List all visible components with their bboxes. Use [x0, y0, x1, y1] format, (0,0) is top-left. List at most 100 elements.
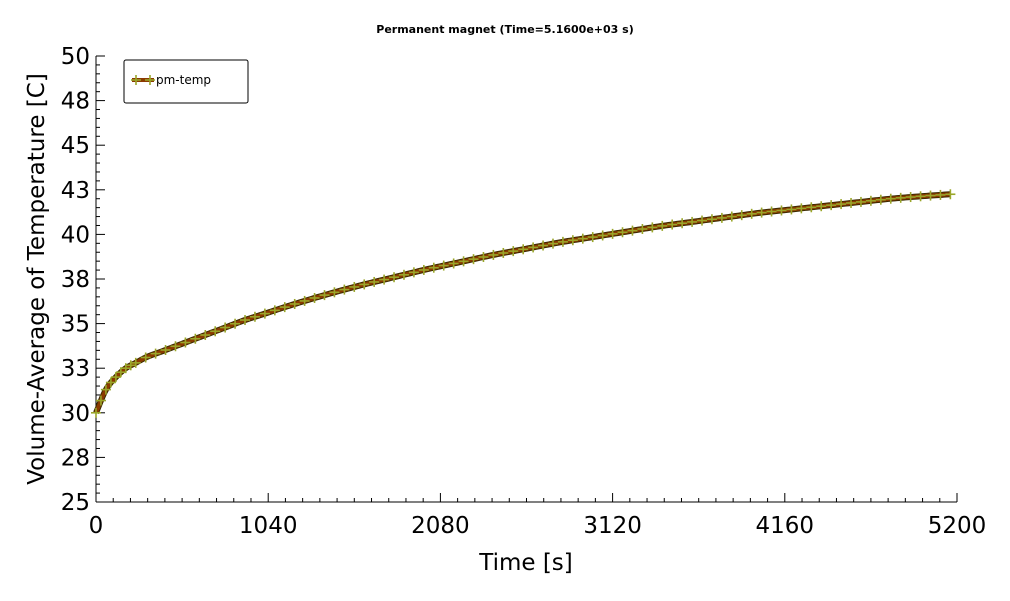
- series-point: [796, 203, 807, 214]
- series-point: [925, 190, 936, 201]
- ticks: [95, 55, 958, 503]
- y-tick-label: 40: [61, 222, 90, 248]
- series-point: [130, 357, 141, 368]
- series-point: [736, 210, 747, 221]
- series-point: [885, 193, 896, 204]
- series-point: [95, 395, 106, 406]
- series-point: [607, 228, 618, 239]
- series-point: [170, 341, 181, 352]
- series-point: [289, 298, 300, 309]
- series-point: [657, 220, 668, 231]
- series-point: [895, 192, 906, 203]
- series-point: [349, 281, 360, 292]
- x-tick-label: 3120: [583, 513, 642, 539]
- series-point: [230, 318, 241, 329]
- series-point: [408, 267, 419, 278]
- series-point: [597, 230, 608, 241]
- series-point: [766, 206, 777, 217]
- y-axis-label: Volume-Average of Temperature [C]: [24, 73, 50, 485]
- series-point: [458, 256, 469, 267]
- x-tick-labels: 0 1040 2080 3120 4160 5200: [89, 513, 987, 539]
- y-tick-label: 45: [61, 133, 90, 159]
- series-point: [249, 311, 260, 322]
- series-layer: [91, 189, 956, 418]
- series-point: [389, 272, 400, 283]
- series-point: [865, 195, 876, 206]
- series-point: [448, 258, 459, 269]
- series-line-pm-temp: [94, 192, 951, 414]
- series-point: [180, 337, 191, 348]
- series-point: [875, 194, 886, 205]
- y-tick-label: 25: [61, 490, 90, 516]
- series-point: [587, 232, 598, 243]
- legend: pm-temp: [123, 59, 249, 104]
- series-point: [776, 205, 787, 216]
- series-point: [667, 219, 678, 230]
- legend-marker: [145, 75, 155, 85]
- series-point: [220, 322, 231, 333]
- series-point: [140, 352, 151, 363]
- series-point: [855, 196, 866, 207]
- series-point: [279, 302, 290, 313]
- series-point: [687, 216, 698, 227]
- series-point: [756, 207, 767, 218]
- series-point: [935, 189, 946, 200]
- series-point: [379, 274, 390, 285]
- series-point: [557, 236, 568, 247]
- series-point: [359, 279, 370, 290]
- series-point: [786, 204, 797, 215]
- series-point: [697, 215, 708, 226]
- series-point: [339, 284, 350, 295]
- series-outline-pm-temp: [93, 191, 952, 414]
- series-point: [945, 189, 956, 200]
- series-point: [329, 287, 340, 298]
- series-point: [627, 225, 638, 236]
- series-point: [836, 199, 847, 210]
- axes: [95, 56, 957, 503]
- series-point: [240, 315, 251, 326]
- series-point: [577, 233, 588, 244]
- series-point: [567, 235, 578, 246]
- series-point: [528, 242, 539, 253]
- series-point: [438, 260, 449, 271]
- series-point: [816, 201, 827, 212]
- x-tick-label: 1040: [239, 513, 298, 539]
- series-point: [190, 333, 201, 344]
- x-tick-label: 0: [89, 513, 104, 539]
- y-tick-labels: 25 28 30 33 35 38 40 43 45 48 50: [61, 44, 90, 516]
- series-point: [200, 330, 211, 341]
- series-point: [547, 238, 558, 249]
- series-point: [269, 305, 280, 316]
- y-tick-label: 50: [61, 44, 90, 70]
- series-point: [150, 348, 161, 359]
- series-point: [488, 249, 499, 260]
- series-point: [309, 292, 320, 303]
- series-point: [160, 345, 171, 356]
- legend-entry-pm-temp: pm-temp: [156, 73, 211, 87]
- series-point: [319, 290, 330, 301]
- series-point: [468, 254, 479, 265]
- series-point: [677, 218, 688, 229]
- series-point: [369, 276, 380, 287]
- legend-swatch-markers: [131, 75, 155, 85]
- series-point: [105, 377, 116, 388]
- y-tick-label: 43: [61, 178, 90, 204]
- series-point: [647, 222, 658, 233]
- x-tick-label: 5200: [928, 513, 987, 539]
- series-point: [726, 211, 737, 222]
- chart-title: Permanent magnet (Time=5.1600e+03 s): [376, 23, 633, 36]
- x-tick-label: 4160: [756, 513, 815, 539]
- x-tick-label: 2080: [411, 513, 470, 539]
- y-tick-label: 35: [61, 312, 90, 338]
- series-point: [518, 244, 529, 255]
- series-point: [508, 246, 519, 257]
- legend-box: [123, 59, 249, 104]
- y-tick-label: 33: [61, 356, 90, 382]
- series-point: [746, 208, 757, 219]
- series-point: [498, 247, 509, 258]
- series-point: [100, 384, 111, 395]
- series-point: [428, 262, 439, 273]
- series-point: [299, 295, 310, 306]
- series-point: [806, 202, 817, 213]
- series-point: [706, 214, 717, 225]
